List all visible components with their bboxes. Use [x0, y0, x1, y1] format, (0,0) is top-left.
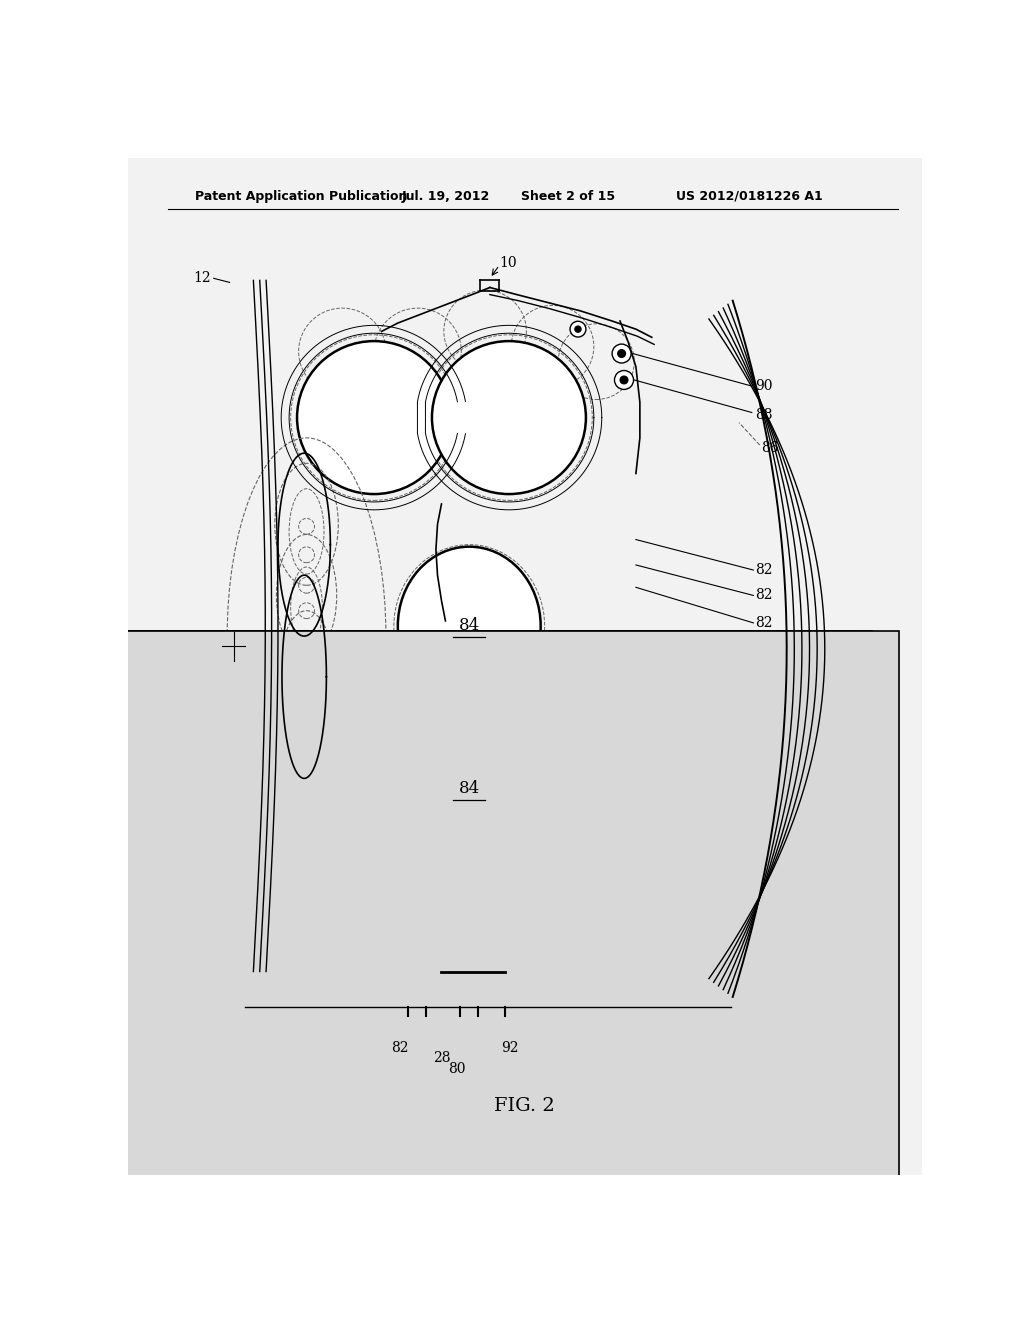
- Circle shape: [617, 350, 626, 358]
- FancyBboxPatch shape: [83, 631, 871, 1320]
- Circle shape: [776, 1001, 794, 1018]
- Circle shape: [612, 345, 631, 363]
- Text: 84: 84: [459, 780, 480, 797]
- FancyBboxPatch shape: [65, 631, 854, 1320]
- FancyBboxPatch shape: [0, 614, 623, 1320]
- Circle shape: [484, 280, 496, 290]
- Ellipse shape: [397, 709, 541, 867]
- Text: Sheet 2 of 15: Sheet 2 of 15: [521, 190, 615, 202]
- Text: 82: 82: [755, 616, 772, 630]
- Text: FIG. 2: FIG. 2: [495, 1097, 555, 1114]
- FancyBboxPatch shape: [12, 631, 802, 1320]
- Text: Jul. 19, 2012: Jul. 19, 2012: [401, 190, 490, 202]
- Text: 12: 12: [194, 272, 211, 285]
- Text: 82: 82: [755, 589, 772, 602]
- Text: 92: 92: [501, 1040, 518, 1055]
- FancyBboxPatch shape: [355, 0, 1024, 673]
- Text: Patent Application Publication: Patent Application Publication: [196, 190, 408, 202]
- Text: 82: 82: [391, 1040, 409, 1055]
- FancyBboxPatch shape: [355, 612, 1024, 1320]
- Circle shape: [614, 371, 634, 389]
- Circle shape: [776, 269, 794, 286]
- Circle shape: [621, 376, 628, 384]
- Text: 10: 10: [500, 256, 517, 271]
- Text: 88: 88: [755, 408, 772, 421]
- FancyBboxPatch shape: [0, 0, 623, 678]
- Text: 82: 82: [755, 564, 772, 577]
- Circle shape: [570, 321, 586, 337]
- Circle shape: [297, 341, 451, 494]
- Text: 86: 86: [761, 441, 779, 455]
- Text: 90: 90: [755, 379, 772, 393]
- Text: US 2012/0181226 A1: US 2012/0181226 A1: [676, 190, 822, 202]
- Circle shape: [222, 635, 245, 657]
- Text: 84: 84: [459, 618, 480, 635]
- Ellipse shape: [397, 546, 541, 705]
- Text: 80: 80: [449, 1063, 466, 1076]
- Circle shape: [574, 326, 582, 333]
- Circle shape: [432, 341, 586, 494]
- Text: 28: 28: [433, 1051, 451, 1065]
- FancyBboxPatch shape: [110, 631, 899, 1320]
- FancyBboxPatch shape: [30, 631, 819, 1320]
